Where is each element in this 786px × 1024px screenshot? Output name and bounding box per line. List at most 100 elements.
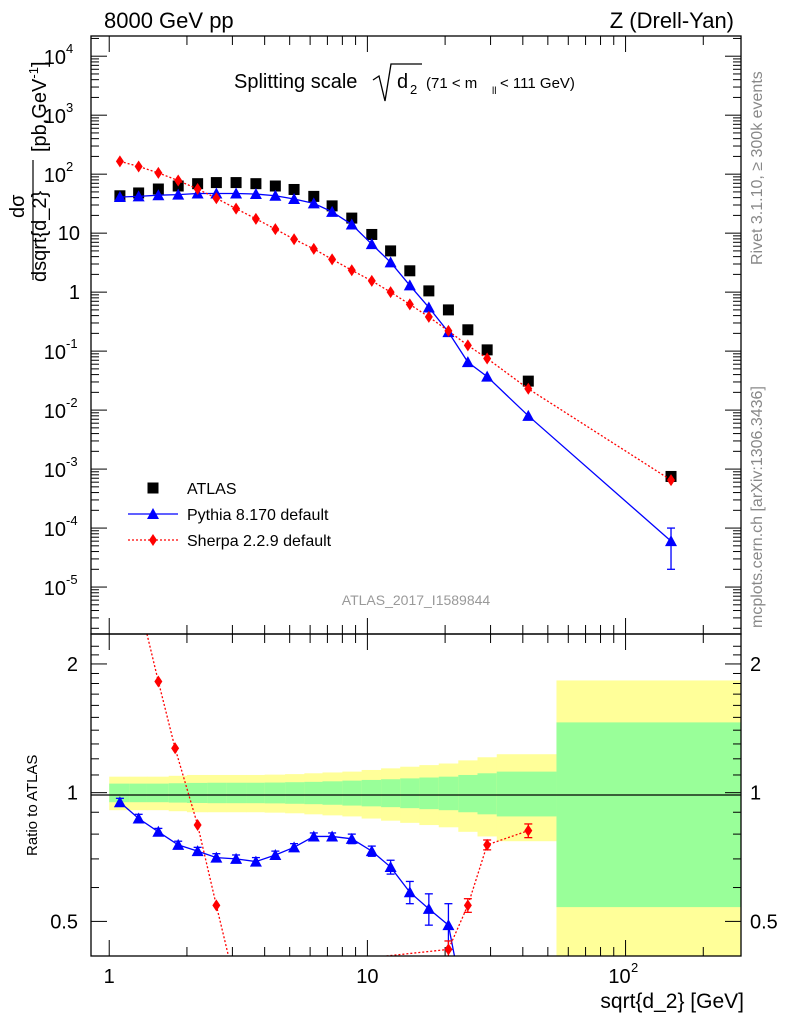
ratio-y-axis-label: Ratio to ATLAS bbox=[24, 755, 41, 856]
sherpa-2-2-9-default-ratio-point bbox=[483, 838, 492, 851]
y-tick-label: 10 bbox=[44, 342, 66, 364]
sherpa-2-2-9-default-point bbox=[524, 382, 533, 395]
ratio-frame bbox=[90, 633, 742, 957]
sherpa-2-2-9-default-point bbox=[367, 274, 376, 287]
green-band-bin bbox=[186, 782, 208, 803]
x-tick-label: 10 bbox=[356, 966, 378, 988]
y-tick-label-right: 0.5 bbox=[750, 911, 778, 933]
pythia-8-170-default-ratio-point bbox=[269, 848, 282, 860]
y-tick-label: 10 bbox=[44, 460, 66, 482]
atlas-point bbox=[346, 212, 358, 224]
y-tick-label: 10 bbox=[44, 401, 66, 423]
green-band-bin bbox=[496, 771, 557, 817]
y-tick-label: 1 bbox=[67, 783, 78, 805]
pythia-8-170-default-ratio-point bbox=[172, 838, 185, 850]
x-tick-label: 10 bbox=[608, 966, 630, 988]
ratio-series bbox=[113, 634, 533, 956]
header-right: Z (Drell-Yan) bbox=[610, 8, 734, 33]
y-tick-label-exponent: -5 bbox=[66, 572, 78, 587]
y-tick-label: 10 bbox=[44, 47, 66, 69]
atlas-point bbox=[522, 375, 534, 387]
sherpa-2-2-9-default-point bbox=[405, 298, 414, 311]
sherpa-2-2-9-default-ratio-point bbox=[463, 899, 472, 912]
mcplots-label: mcplots.cern.ch [arXiv:1306.3436] bbox=[749, 386, 766, 628]
x-tick-label: 1 bbox=[104, 966, 115, 988]
green-band-bin bbox=[285, 782, 305, 804]
ylabel-unit-end: ] bbox=[29, 61, 51, 67]
pythia-8-170-default-ratio-point bbox=[230, 852, 243, 864]
main-y-axis-label: dσ dsqrt{d_2} [pb,GeV-1] bbox=[7, 61, 51, 282]
y-tick-label-exponent: 2 bbox=[66, 159, 73, 174]
sherpa-2-2-9-default-ratio-point bbox=[212, 899, 221, 912]
y-tick-label: 10 bbox=[58, 223, 80, 245]
x-axis-label: sqrt{d_2} [GeV] bbox=[600, 990, 744, 1013]
atlas-point bbox=[462, 324, 474, 336]
ratio-panel: 1 10 10 20.5 0.51 12 2 Ratio to ATLAS sqrt{d_2… bbox=[24, 634, 778, 1013]
ylabel-unit-sup: -1 bbox=[26, 67, 41, 79]
sherpa-2-2-9-default-ratio-point bbox=[154, 675, 163, 688]
sherpa-2-2-9-default-point bbox=[271, 223, 280, 236]
green-band-bin bbox=[342, 780, 363, 806]
y-tick-label: 10 bbox=[44, 106, 66, 128]
atlas-point bbox=[269, 180, 281, 192]
header-left: 8000 GeV pp bbox=[104, 8, 234, 33]
pythia-8-170-default-point bbox=[384, 256, 397, 268]
sherpa-2-2-9-default-point bbox=[290, 233, 299, 246]
y-tick-label: 10 bbox=[44, 519, 66, 541]
pythia-8-170-default-ratio-point bbox=[191, 845, 204, 857]
atlas-point bbox=[404, 265, 416, 277]
sherpa-2-2-9-default-ratio-point bbox=[171, 742, 180, 755]
pythia-8-170-default-ratio-point bbox=[288, 841, 301, 853]
pythia-8-170-default-point bbox=[403, 279, 416, 291]
pythia-8-170-default-point bbox=[152, 189, 165, 201]
green-band-bin bbox=[458, 774, 479, 813]
y-tick-label-exponent: 3 bbox=[66, 100, 73, 115]
pythia-8-170-default-point bbox=[461, 356, 474, 368]
pythia-8-170-default-point bbox=[132, 190, 145, 202]
rivet-version-label: Rivet 3.1.10, ≥ 300k events bbox=[749, 71, 766, 265]
main-title: Splitting scale d 2 (71 < m ll < 111 GeV… bbox=[234, 63, 575, 102]
ylabel-unit: [pb,GeV-1] bbox=[26, 61, 51, 152]
atlas-point bbox=[288, 183, 300, 195]
sherpa-2-2-9-default-point bbox=[667, 474, 676, 487]
pythia-8-170-default-point bbox=[249, 188, 262, 200]
pythia-8-170-default-ratio-point bbox=[403, 886, 416, 898]
green-band-bin bbox=[129, 783, 148, 803]
title-range-pre: (71 < m bbox=[426, 75, 477, 92]
legend-sherpa-2-2-9-default-label: Sherpa 2.2.9 default bbox=[187, 533, 332, 550]
atlas-point bbox=[308, 190, 320, 202]
sherpa-2-2-9-default-point bbox=[444, 324, 453, 337]
legend-pythia-8-170-default-marker bbox=[147, 508, 159, 519]
y-tick-label-exponent: -3 bbox=[66, 454, 78, 469]
green-band-bin bbox=[556, 722, 741, 908]
pythia-8-170-default-point bbox=[481, 370, 494, 382]
pythia-8-170-default-ratio-point bbox=[384, 861, 397, 873]
pythia-8-170-default-point bbox=[113, 191, 126, 203]
y-tick-label-exponent: -2 bbox=[66, 395, 78, 410]
y-tick-label: 1 bbox=[69, 282, 80, 304]
legend-atlas-marker bbox=[147, 482, 159, 494]
sherpa-2-2-9-default-point bbox=[328, 253, 337, 266]
pythia-8-170-default-ratio-point bbox=[422, 902, 435, 914]
analysis-watermark: ATLAS_2017_I1589844 bbox=[342, 592, 491, 608]
atlas-point bbox=[210, 177, 222, 189]
atlas-point bbox=[230, 177, 242, 189]
pythia-8-170-default-point bbox=[422, 301, 435, 313]
green-band-bin bbox=[264, 782, 286, 804]
sherpa-2-2-9-default-ratio-point bbox=[524, 824, 533, 837]
pythia-8-170-default-point bbox=[345, 218, 358, 230]
pythia-8-170-default-ratio-point bbox=[326, 830, 339, 842]
pythia-8-170-default-point bbox=[172, 188, 185, 200]
green-band-bin bbox=[168, 783, 188, 803]
y-tick-label: 10 bbox=[44, 165, 66, 187]
atlas-point bbox=[250, 178, 262, 190]
green-band-bin bbox=[361, 779, 382, 807]
title-range-sub: ll bbox=[492, 86, 496, 97]
sherpa-2-2-9-default-point bbox=[463, 339, 472, 352]
pythia-8-170-default-ratio-point bbox=[365, 845, 378, 857]
green-band-bin bbox=[246, 782, 266, 804]
x-tick-label-exponent: 2 bbox=[631, 960, 638, 975]
ratio-uncertainty-bands bbox=[109, 680, 741, 956]
pythia-8-170-default-line bbox=[119, 192, 672, 542]
